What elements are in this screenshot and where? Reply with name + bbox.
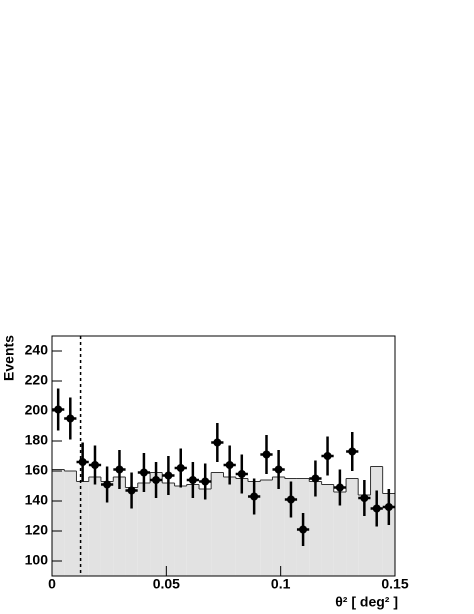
data-point (201, 477, 210, 486)
data-point (78, 458, 87, 466)
plot-frame (51, 335, 396, 577)
data-point (311, 474, 320, 483)
histogram-bar (199, 489, 212, 576)
y-tick-label: 220 (25, 372, 49, 388)
y-tick-label: 240 (25, 342, 49, 358)
data-point (250, 492, 259, 501)
y-axis-label: Events (1, 335, 17, 381)
y-tick-label: 160 (25, 462, 49, 478)
histogram-bar (150, 472, 163, 576)
data-point (384, 503, 393, 511)
histogram-bar (88, 477, 101, 576)
histogram-bar (100, 481, 114, 576)
data-point (54, 405, 63, 414)
data-point (286, 495, 295, 504)
histogram-bar (321, 484, 334, 576)
data-point (115, 465, 124, 474)
data-point (262, 450, 271, 459)
histogram-bar (260, 480, 273, 576)
data-point (66, 414, 75, 423)
histogram-bar (113, 477, 126, 576)
data-point (90, 461, 99, 469)
histogram-bar (137, 483, 151, 576)
y-tick-label: 140 (25, 492, 49, 508)
histogram-bar (52, 469, 65, 576)
histogram-bar (382, 493, 395, 576)
histogram-bar (333, 492, 347, 576)
data-point (176, 464, 185, 472)
data-point (139, 468, 148, 477)
data-point (323, 452, 332, 460)
x-axis-label: θ² [ deg² ] (335, 594, 398, 610)
data-point (103, 480, 112, 489)
histogram-bar (186, 484, 200, 576)
x-tick-label: 0.1 (271, 576, 291, 592)
data-point (188, 476, 197, 484)
data-point (348, 447, 357, 456)
data-point (152, 476, 161, 484)
x-tick-label: 0.15 (381, 576, 408, 592)
histogram-bar (247, 481, 261, 576)
data-point (213, 438, 222, 447)
histogram-bar (309, 481, 322, 576)
histogram-bar (64, 471, 77, 576)
histogram-bar (358, 495, 371, 576)
histogram-bar (272, 477, 285, 576)
data-point (360, 494, 369, 502)
y-tick-label: 100 (25, 552, 49, 568)
data-point (164, 471, 173, 480)
x-tick-label: 0.05 (153, 576, 180, 592)
histogram-bar (346, 478, 359, 576)
data-point (127, 486, 136, 495)
data-point (274, 465, 283, 474)
data-point (335, 483, 344, 492)
data-point (372, 504, 381, 513)
x-tick-label: 0 (48, 576, 56, 592)
histogram-bar (235, 478, 248, 576)
histogram-bar (223, 477, 236, 576)
y-tick-label: 200 (25, 402, 49, 418)
y-tick-label: 180 (25, 432, 49, 448)
histogram-bar (162, 483, 175, 576)
data-point (299, 525, 308, 534)
data-point (225, 461, 234, 469)
y-tick-label: 120 (25, 522, 49, 538)
histogram-bar (76, 481, 89, 576)
histogram-bar (174, 486, 187, 576)
histogram-bar (284, 478, 297, 576)
histogram-bar (211, 472, 224, 576)
data-point (237, 470, 246, 478)
histogram-bar (125, 487, 138, 576)
